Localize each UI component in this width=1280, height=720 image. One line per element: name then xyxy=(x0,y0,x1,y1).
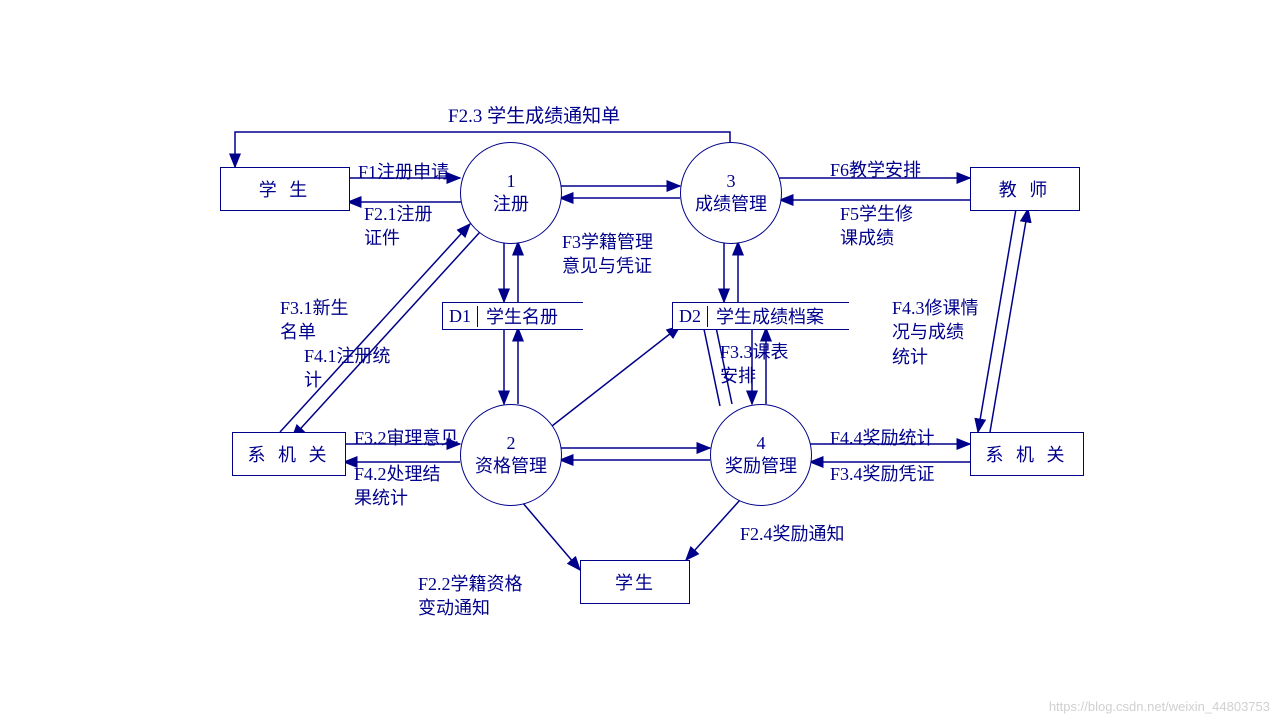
entity-student-bottom: 学生 xyxy=(580,560,690,604)
process-3-grades: 3 成绩管理 xyxy=(680,142,782,244)
flow-label-f33: F3.3课表 安排 xyxy=(720,340,789,389)
datastore-label: 学生名册 xyxy=(478,303,566,329)
datastore-d1: D1 学生名册 xyxy=(442,302,583,330)
datastore-d2: D2 学生成绩档案 xyxy=(672,302,849,330)
flow-label-f23: F2.3 学生成绩通知单 xyxy=(448,104,620,130)
process-label: 奖励管理 xyxy=(725,455,797,478)
process-label: 成绩管理 xyxy=(695,193,767,216)
entity-dept-right: 系 机 关 xyxy=(970,432,1084,476)
process-1-register: 1 注册 xyxy=(460,142,562,244)
dfd-edges xyxy=(0,0,1280,720)
flow-label-f21: F2.1注册 证件 xyxy=(364,202,433,251)
process-num: 2 xyxy=(507,432,516,455)
flow-label-f3: F3学籍管理 意见与凭证 xyxy=(562,230,653,279)
flow-label-f32: F3.2审理意见 xyxy=(354,426,459,450)
entity-teacher: 教 师 xyxy=(970,167,1080,211)
flow-label-f6: F6教学安排 xyxy=(830,158,921,182)
entity-student-top: 学 生 xyxy=(220,167,350,211)
flow-label-f34: F3.4奖励凭证 xyxy=(830,462,935,486)
flow-label-f5: F5学生修 课成绩 xyxy=(840,202,913,251)
flow-label-f43: F4.3修课情 况与成绩 统计 xyxy=(892,296,979,369)
process-label: 资格管理 xyxy=(475,455,547,478)
process-label: 注册 xyxy=(493,193,529,216)
datastore-id: D2 xyxy=(673,306,708,327)
datastore-id: D1 xyxy=(443,306,478,327)
datastore-label: 学生成绩档案 xyxy=(708,303,832,329)
entity-dept-left: 系 机 关 xyxy=(232,432,346,476)
flow-label-f31: F3.1新生 名单 xyxy=(280,296,349,345)
process-4-awards: 4 奖励管理 xyxy=(710,404,812,506)
process-2-qualification: 2 资格管理 xyxy=(460,404,562,506)
flow-label-f22: F2.2学籍资格 变动通知 xyxy=(418,572,523,621)
flow-label-f41: F4.1注册统 计 xyxy=(304,344,391,393)
process-num: 4 xyxy=(757,432,766,455)
flow-label-f44: F4.4奖励统计 xyxy=(830,426,935,450)
watermark: https://blog.csdn.net/weixin_44803753 xyxy=(1049,699,1270,714)
flow-label-f24: F2.4奖励通知 xyxy=(740,522,845,546)
process-num: 3 xyxy=(727,170,736,193)
process-num: 1 xyxy=(507,170,516,193)
flow-label-f42: F4.2处理结 果统计 xyxy=(354,462,441,511)
flow-label-f1: F1注册申请 xyxy=(358,160,449,184)
